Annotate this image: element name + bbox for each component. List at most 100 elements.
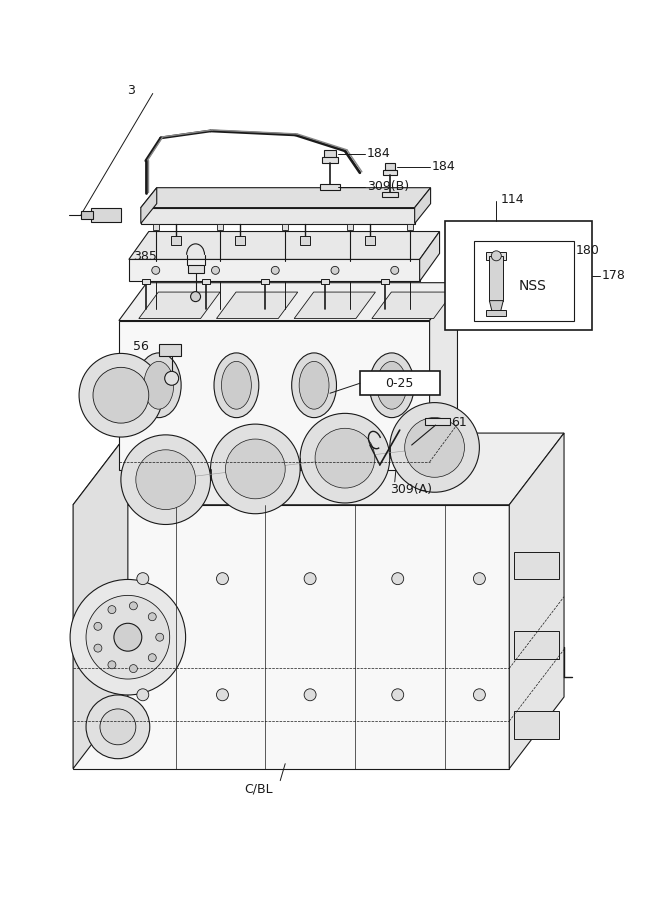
Circle shape xyxy=(108,661,116,669)
Circle shape xyxy=(94,644,102,652)
Circle shape xyxy=(86,695,150,759)
Ellipse shape xyxy=(136,353,181,418)
Bar xyxy=(321,279,329,284)
Circle shape xyxy=(148,653,156,662)
Circle shape xyxy=(304,688,316,701)
Ellipse shape xyxy=(299,362,329,410)
Bar xyxy=(282,223,288,230)
Text: 184: 184 xyxy=(367,148,391,160)
Circle shape xyxy=(70,580,185,695)
Text: 56: 56 xyxy=(133,340,149,353)
Polygon shape xyxy=(141,208,415,223)
Bar xyxy=(261,279,269,284)
Bar xyxy=(142,279,150,284)
Polygon shape xyxy=(490,301,504,312)
Ellipse shape xyxy=(377,362,407,410)
Circle shape xyxy=(93,367,149,423)
Bar xyxy=(444,221,592,330)
Circle shape xyxy=(121,435,211,525)
Text: 180: 180 xyxy=(576,244,600,257)
Bar xyxy=(153,223,159,230)
Circle shape xyxy=(405,418,464,477)
Circle shape xyxy=(108,606,116,614)
Circle shape xyxy=(137,572,149,585)
Bar xyxy=(159,345,181,356)
Circle shape xyxy=(331,266,339,274)
Text: 3: 3 xyxy=(127,84,135,97)
Bar xyxy=(382,192,398,197)
Bar xyxy=(486,310,506,316)
Text: 178: 178 xyxy=(602,269,626,283)
Ellipse shape xyxy=(370,353,414,418)
Circle shape xyxy=(392,688,404,701)
Bar xyxy=(425,418,450,425)
Circle shape xyxy=(315,428,375,488)
Circle shape xyxy=(225,439,285,499)
Circle shape xyxy=(217,572,228,585)
Circle shape xyxy=(86,596,169,679)
Text: 309(A): 309(A) xyxy=(390,483,432,496)
Bar xyxy=(324,150,336,158)
Polygon shape xyxy=(415,188,431,223)
Circle shape xyxy=(136,450,195,509)
Polygon shape xyxy=(217,292,297,319)
Text: 61: 61 xyxy=(452,416,468,428)
Circle shape xyxy=(137,688,149,701)
Bar xyxy=(360,372,440,395)
Bar xyxy=(217,223,223,230)
Bar xyxy=(365,237,375,246)
Circle shape xyxy=(100,709,136,745)
Bar xyxy=(201,279,209,284)
Ellipse shape xyxy=(221,362,251,410)
Circle shape xyxy=(474,572,486,585)
Polygon shape xyxy=(73,505,510,769)
Circle shape xyxy=(392,572,404,585)
Ellipse shape xyxy=(144,362,173,410)
Bar xyxy=(171,237,181,246)
Polygon shape xyxy=(119,283,458,320)
Circle shape xyxy=(211,266,219,274)
Bar xyxy=(381,279,389,284)
Circle shape xyxy=(300,413,390,503)
Bar xyxy=(514,711,559,739)
Circle shape xyxy=(94,622,102,630)
Circle shape xyxy=(191,292,201,302)
Bar xyxy=(514,552,559,580)
Polygon shape xyxy=(73,433,128,769)
Bar xyxy=(474,241,574,320)
Polygon shape xyxy=(372,292,453,319)
Polygon shape xyxy=(420,231,440,282)
Text: C/BL: C/BL xyxy=(244,782,273,795)
Bar xyxy=(347,223,353,230)
Ellipse shape xyxy=(291,353,336,418)
Circle shape xyxy=(129,664,137,672)
Bar xyxy=(385,163,395,170)
Text: 309(B): 309(B) xyxy=(367,180,409,194)
Circle shape xyxy=(217,688,228,701)
Circle shape xyxy=(152,266,159,274)
Polygon shape xyxy=(119,320,430,470)
Polygon shape xyxy=(141,188,431,208)
Bar xyxy=(187,265,203,273)
Text: 184: 184 xyxy=(432,160,456,174)
Circle shape xyxy=(304,572,316,585)
Circle shape xyxy=(165,372,179,385)
Text: 0-25: 0-25 xyxy=(386,377,414,390)
Bar xyxy=(486,252,506,260)
Bar xyxy=(81,211,93,219)
Circle shape xyxy=(129,602,137,610)
Circle shape xyxy=(148,613,156,621)
Circle shape xyxy=(79,354,163,437)
Bar xyxy=(322,157,338,163)
Polygon shape xyxy=(141,188,157,223)
Bar xyxy=(490,256,504,301)
Bar xyxy=(91,208,121,221)
Circle shape xyxy=(155,634,163,641)
Bar xyxy=(320,184,340,190)
Text: NSS: NSS xyxy=(518,279,546,292)
Circle shape xyxy=(391,266,399,274)
Bar xyxy=(235,237,245,246)
Circle shape xyxy=(492,251,502,261)
Circle shape xyxy=(211,424,300,514)
Polygon shape xyxy=(139,292,220,319)
